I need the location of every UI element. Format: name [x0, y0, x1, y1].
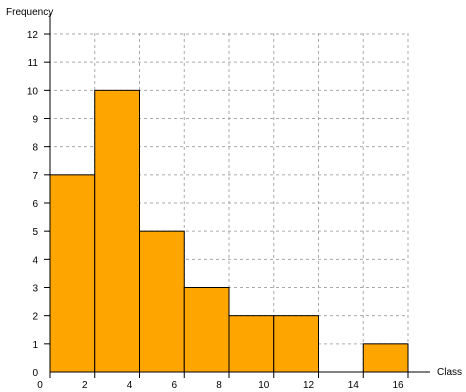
- y-axis-label: Frequency: [6, 7, 53, 18]
- y-tick-label: 0: [32, 368, 38, 379]
- x-axis-label: Class: [437, 367, 462, 378]
- y-tick-label: 7: [32, 171, 38, 182]
- histogram-bar: [228, 315, 275, 373]
- histogram-bar: [273, 315, 319, 373]
- axes: [49, 14, 430, 373]
- y-tick-label: 1: [32, 340, 38, 351]
- x-tick-label: 12: [303, 380, 315, 391]
- y-tick-label: 5: [32, 227, 38, 238]
- histogram-bar: [94, 89, 140, 373]
- x-tick-label: 10: [258, 380, 270, 391]
- histogram-bar: [139, 230, 185, 373]
- y-tick-label: 3: [32, 284, 38, 295]
- y-tick-label: 8: [32, 143, 38, 154]
- x-tick-label: 8: [216, 380, 222, 391]
- x-tick-label: 14: [348, 380, 360, 391]
- bars: [49, 89, 409, 373]
- histogram-bar: [183, 287, 230, 373]
- y-tick-label: 12: [27, 30, 39, 41]
- x-tick-label: 16: [392, 380, 404, 391]
- x-tick-label: 4: [127, 380, 133, 391]
- y-tick-label: 4: [32, 255, 38, 266]
- y-tick-label: 2: [32, 312, 38, 323]
- x-tick-label: 6: [171, 380, 177, 391]
- histogram-bar: [362, 343, 409, 373]
- y-tick-label: 6: [32, 199, 38, 210]
- y-tick-label: 11: [28, 58, 39, 69]
- y-tick-label: 10: [27, 86, 39, 97]
- y-tick-label: 9: [32, 115, 38, 126]
- histogram-bar: [49, 174, 96, 373]
- x-tick-label: 0: [37, 380, 43, 391]
- x-tick-label: 2: [82, 380, 88, 391]
